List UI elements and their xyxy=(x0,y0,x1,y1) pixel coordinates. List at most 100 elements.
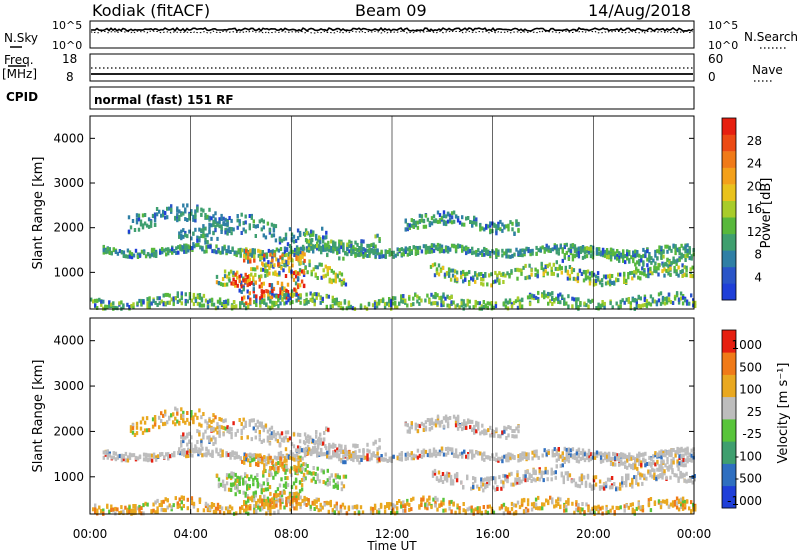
range-cell xyxy=(345,306,349,311)
range-cell xyxy=(469,419,472,424)
range-cell xyxy=(299,250,303,255)
range-cell xyxy=(485,251,488,256)
range-cell xyxy=(402,294,405,298)
range-cell xyxy=(315,499,318,504)
range-cell xyxy=(475,217,478,222)
range-cell xyxy=(593,452,597,457)
range-cell xyxy=(656,249,659,254)
range-cell xyxy=(291,452,295,457)
noise-traces xyxy=(90,26,694,34)
range-cell xyxy=(408,223,411,228)
range-cell xyxy=(668,260,671,265)
range-cell xyxy=(374,234,377,239)
range-cell xyxy=(518,480,521,485)
range-cell xyxy=(564,471,567,476)
range-cell xyxy=(213,249,216,254)
range-cell xyxy=(295,246,299,251)
range-cell xyxy=(182,439,185,444)
range-cell xyxy=(483,227,486,232)
range-cell xyxy=(684,458,687,463)
range-cell xyxy=(450,499,453,504)
range-cell xyxy=(570,479,574,484)
range-cell xyxy=(164,409,167,414)
range-cell xyxy=(420,249,424,254)
range-cell xyxy=(238,418,241,422)
range-cell xyxy=(601,251,605,256)
range-cell xyxy=(388,251,391,256)
range-cell xyxy=(392,454,395,459)
range-cell xyxy=(682,448,685,453)
range-cell xyxy=(92,299,95,304)
range-cell xyxy=(186,245,189,250)
range-cell xyxy=(128,510,131,515)
range-cell xyxy=(638,253,641,258)
range-cell xyxy=(186,417,189,422)
range-cell xyxy=(458,509,461,514)
range-cell xyxy=(609,462,613,466)
range-cell xyxy=(634,460,637,465)
range-cell xyxy=(216,425,219,430)
range-cell xyxy=(280,431,284,436)
range-cell xyxy=(251,253,254,258)
range-cell xyxy=(400,247,403,252)
range-cell xyxy=(580,477,584,482)
range-cell xyxy=(555,245,558,250)
range-cell xyxy=(110,504,113,509)
range-cell xyxy=(319,432,322,437)
range-cell xyxy=(287,293,290,298)
range-cell xyxy=(180,291,183,296)
range-cell xyxy=(595,453,599,458)
range-cell xyxy=(275,501,278,506)
range-cell xyxy=(162,209,165,214)
range-cell xyxy=(287,260,290,265)
range-cell xyxy=(314,449,317,454)
range-cell xyxy=(450,450,454,455)
range-cell xyxy=(266,221,270,226)
range-cell xyxy=(454,451,458,456)
range-cell xyxy=(197,452,200,457)
range-cell xyxy=(354,240,357,245)
range-cell xyxy=(210,502,214,506)
range-cell xyxy=(146,502,149,507)
range-cell xyxy=(200,440,203,445)
range-cell xyxy=(499,219,502,224)
range-cell xyxy=(98,297,101,302)
range-cell xyxy=(682,453,685,458)
range-cell xyxy=(608,276,612,281)
range-cell xyxy=(483,252,486,257)
range-cell xyxy=(316,246,319,251)
range-cell xyxy=(456,419,460,424)
range-cell xyxy=(239,509,242,514)
range-cell xyxy=(273,263,276,268)
range-cell xyxy=(131,423,135,428)
range-cell xyxy=(292,234,296,239)
range-cell xyxy=(340,272,344,277)
range-cell xyxy=(286,483,290,488)
range-cell xyxy=(328,455,331,460)
range-cell xyxy=(408,453,411,458)
range-cell xyxy=(511,429,514,433)
range-cell xyxy=(254,224,257,229)
range-cell xyxy=(657,266,660,271)
range-cell xyxy=(504,273,507,278)
range-cell xyxy=(164,211,167,215)
range-cell xyxy=(120,458,124,463)
range-cell xyxy=(599,451,603,456)
range-cell xyxy=(276,431,280,436)
range-cell xyxy=(315,505,318,510)
range-cell xyxy=(338,443,341,448)
range-cell xyxy=(686,248,689,253)
range-cell xyxy=(669,272,672,277)
range-cell xyxy=(516,296,520,301)
range-cell xyxy=(294,239,298,243)
range-cell xyxy=(551,291,554,296)
range-cell xyxy=(336,454,339,459)
range-cell xyxy=(248,421,251,426)
range-cell xyxy=(296,445,300,450)
range-cell xyxy=(428,501,431,506)
range-cell xyxy=(224,418,227,423)
range-cell xyxy=(663,471,666,476)
range-cell xyxy=(161,250,164,255)
range-cell xyxy=(410,218,413,223)
range-cell xyxy=(336,246,339,251)
